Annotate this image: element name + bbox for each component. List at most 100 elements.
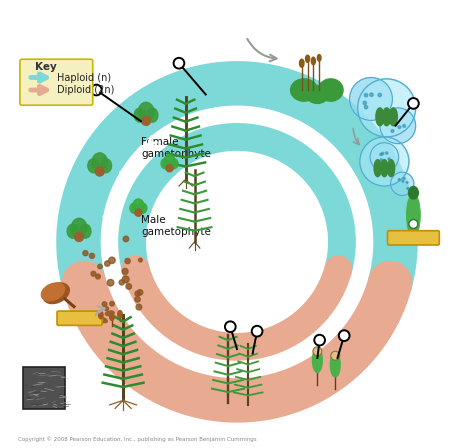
Ellipse shape: [92, 153, 108, 172]
Ellipse shape: [306, 86, 328, 103]
Circle shape: [385, 152, 388, 154]
Circle shape: [109, 257, 115, 263]
Ellipse shape: [306, 55, 310, 62]
Text: Copyright © 2008 Pearson Education, Inc., publishing as Pearson Benjamin Cumming: Copyright © 2008 Pearson Education, Inc.…: [18, 436, 257, 442]
Circle shape: [409, 220, 418, 228]
Circle shape: [392, 121, 394, 124]
Ellipse shape: [139, 203, 147, 213]
Circle shape: [370, 93, 373, 96]
Circle shape: [110, 302, 114, 306]
Circle shape: [314, 335, 325, 345]
Circle shape: [126, 284, 132, 289]
Ellipse shape: [381, 159, 388, 177]
Circle shape: [380, 153, 382, 155]
Circle shape: [122, 276, 129, 283]
Circle shape: [74, 233, 83, 241]
Circle shape: [91, 271, 96, 276]
Ellipse shape: [133, 199, 144, 213]
Circle shape: [339, 330, 349, 341]
Circle shape: [107, 280, 114, 286]
Circle shape: [398, 179, 400, 181]
Circle shape: [406, 181, 408, 183]
Polygon shape: [228, 346, 246, 348]
Ellipse shape: [318, 55, 321, 61]
Circle shape: [136, 304, 142, 310]
Circle shape: [122, 268, 128, 275]
Circle shape: [313, 347, 322, 356]
Text: Female
gametophyte: Female gametophyte: [141, 137, 211, 159]
Text: Diploid (2n): Diploid (2n): [57, 85, 115, 95]
Polygon shape: [146, 173, 156, 190]
Circle shape: [357, 79, 416, 137]
Polygon shape: [210, 398, 237, 402]
Ellipse shape: [388, 159, 395, 177]
Circle shape: [390, 120, 393, 123]
Ellipse shape: [146, 108, 158, 122]
Ellipse shape: [105, 311, 114, 316]
Ellipse shape: [374, 159, 381, 177]
Circle shape: [105, 307, 109, 311]
Circle shape: [398, 126, 401, 129]
Circle shape: [331, 351, 340, 360]
Ellipse shape: [161, 159, 169, 169]
Ellipse shape: [134, 108, 146, 122]
FancyBboxPatch shape: [57, 311, 102, 325]
Ellipse shape: [409, 186, 419, 199]
Circle shape: [105, 261, 110, 266]
Ellipse shape: [99, 311, 103, 319]
Ellipse shape: [312, 348, 322, 372]
Ellipse shape: [376, 108, 384, 126]
Circle shape: [95, 167, 104, 176]
Ellipse shape: [319, 79, 343, 101]
Circle shape: [173, 58, 184, 69]
Ellipse shape: [88, 159, 99, 173]
FancyBboxPatch shape: [20, 59, 93, 105]
Circle shape: [360, 137, 409, 186]
FancyBboxPatch shape: [23, 367, 65, 409]
Circle shape: [98, 264, 102, 269]
Circle shape: [380, 159, 383, 161]
Text: Haploid (n): Haploid (n): [57, 73, 111, 82]
Circle shape: [135, 291, 140, 296]
Ellipse shape: [67, 224, 78, 238]
Circle shape: [363, 101, 366, 104]
Circle shape: [408, 98, 419, 109]
Circle shape: [370, 143, 399, 171]
Ellipse shape: [99, 318, 107, 323]
Circle shape: [378, 93, 382, 97]
Circle shape: [365, 94, 368, 97]
Circle shape: [83, 250, 88, 256]
Ellipse shape: [170, 159, 178, 169]
Ellipse shape: [130, 203, 138, 213]
Circle shape: [166, 164, 173, 172]
Circle shape: [365, 105, 368, 109]
Circle shape: [119, 280, 124, 285]
Ellipse shape: [80, 224, 91, 238]
Ellipse shape: [138, 102, 154, 122]
Circle shape: [407, 188, 409, 190]
Circle shape: [91, 85, 102, 95]
Circle shape: [90, 254, 94, 258]
Circle shape: [403, 177, 405, 180]
Circle shape: [382, 152, 384, 155]
Circle shape: [138, 258, 142, 262]
Text: Key: Key: [35, 62, 57, 72]
Ellipse shape: [311, 57, 315, 65]
Circle shape: [391, 172, 414, 195]
Circle shape: [137, 290, 143, 295]
Ellipse shape: [291, 79, 318, 101]
Ellipse shape: [100, 159, 111, 173]
Ellipse shape: [71, 218, 87, 238]
FancyBboxPatch shape: [388, 231, 439, 245]
Ellipse shape: [330, 353, 340, 377]
Circle shape: [252, 326, 263, 336]
Ellipse shape: [164, 155, 175, 168]
Circle shape: [403, 125, 406, 127]
Ellipse shape: [41, 283, 64, 301]
Ellipse shape: [300, 59, 304, 67]
Circle shape: [402, 181, 404, 182]
Circle shape: [123, 236, 128, 242]
Ellipse shape: [407, 194, 420, 236]
Ellipse shape: [92, 313, 100, 319]
Circle shape: [380, 108, 416, 144]
